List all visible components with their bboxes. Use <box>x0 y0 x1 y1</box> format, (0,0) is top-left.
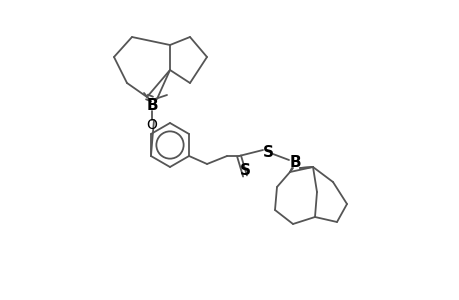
Text: S: S <box>239 163 250 178</box>
Text: B: B <box>146 98 157 112</box>
Text: S: S <box>262 145 273 160</box>
Text: O: O <box>146 118 157 132</box>
Text: B: B <box>289 154 300 169</box>
